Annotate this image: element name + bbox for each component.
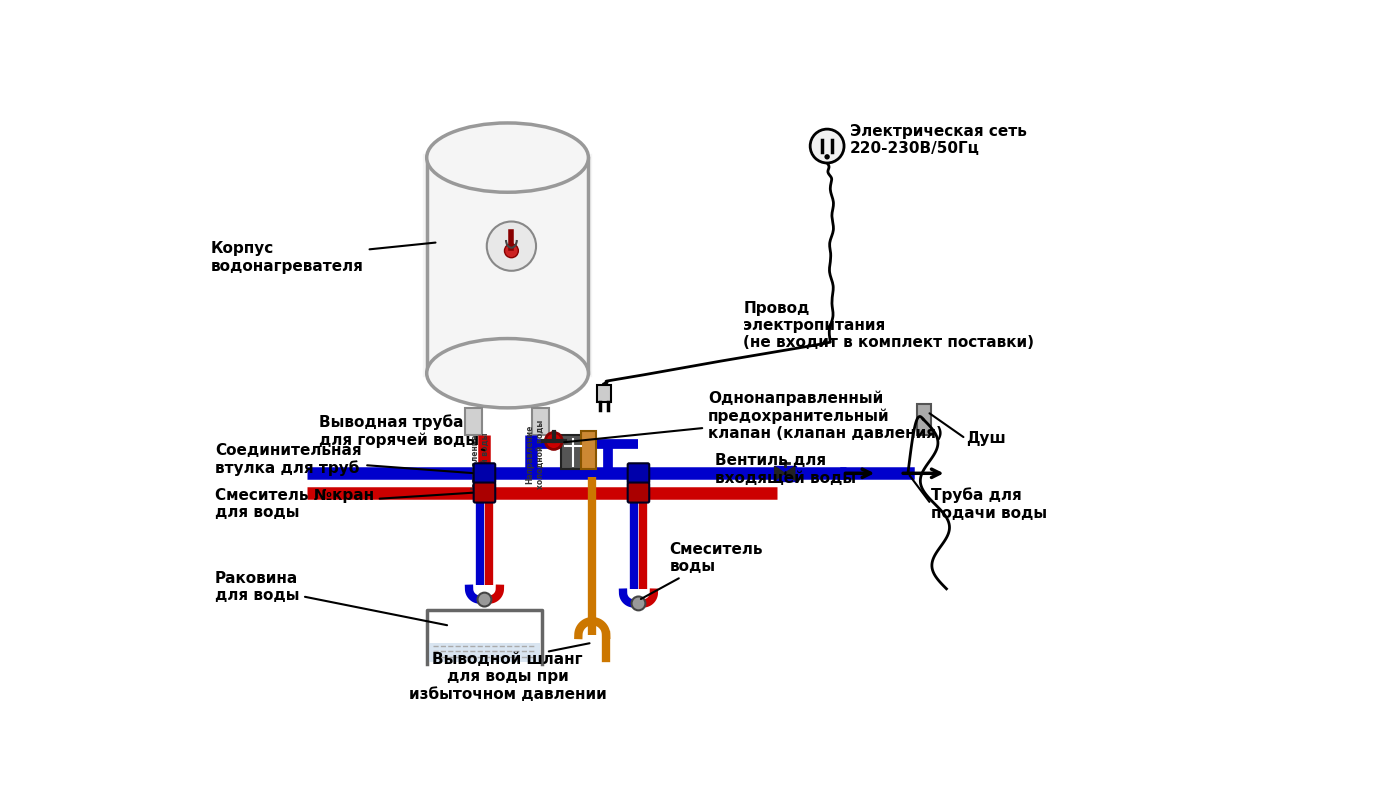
Text: Электрическая сеть
220-230В/50Гц: Электрическая сеть 220-230В/50Гц [850,124,1027,156]
Bar [597,385,610,402]
Text: Направление
холодной воды: Направление холодной воды [526,419,545,489]
Text: Выводная труба
для горячей воды: Выводная труба для горячей воды [318,414,484,450]
Text: Смеситель №кран
для воды: Смеситель №кран для воды [215,488,472,520]
FancyBboxPatch shape [628,463,649,483]
Text: Душ: Душ [966,431,1005,446]
FancyBboxPatch shape [473,482,495,502]
FancyBboxPatch shape [426,158,588,373]
Circle shape [487,222,536,270]
Bar [581,431,597,470]
Ellipse shape [426,338,588,408]
Text: Труба для
подачи воды: Труба для подачи воды [931,487,1048,521]
Text: Соединительная
втулка для труб: Соединительная втулка для труб [215,442,472,476]
Polygon shape [775,466,785,480]
FancyBboxPatch shape [628,482,649,502]
Text: Выводной шланг
для воды при
избыточном давлении: Выводной шланг для воды при избыточном д… [408,652,606,702]
Text: Направление
горячей воды: Направление горячей воды [471,433,490,494]
Bar [562,435,584,470]
Bar [465,408,482,435]
Text: Раковина
для воды: Раковина для воды [215,571,447,626]
Text: Корпус
водонагревателя: Корпус водонагревателя [212,242,436,274]
Bar [533,408,549,435]
Circle shape [477,593,491,606]
Text: Смеситель
воды: Смеситель воды [641,542,763,599]
Text: Однонаправленный
предохранительный
клапан (клапан давления): Однонаправленный предохранительный клапа… [565,390,943,442]
Polygon shape [785,466,794,480]
Circle shape [631,597,645,610]
Bar [918,404,931,435]
Polygon shape [774,466,796,481]
Text: Провод
электропитания
(не входит в комплект поставки): Провод электропитания (не входит в компл… [743,301,1034,350]
FancyBboxPatch shape [473,463,495,483]
Circle shape [545,433,562,450]
Ellipse shape [426,123,588,192]
Circle shape [505,244,519,258]
Text: Вентиль для
входящей воды: Вентиль для входящей воды [716,454,857,486]
Circle shape [825,154,830,159]
Circle shape [810,129,844,163]
Bar [429,642,540,662]
